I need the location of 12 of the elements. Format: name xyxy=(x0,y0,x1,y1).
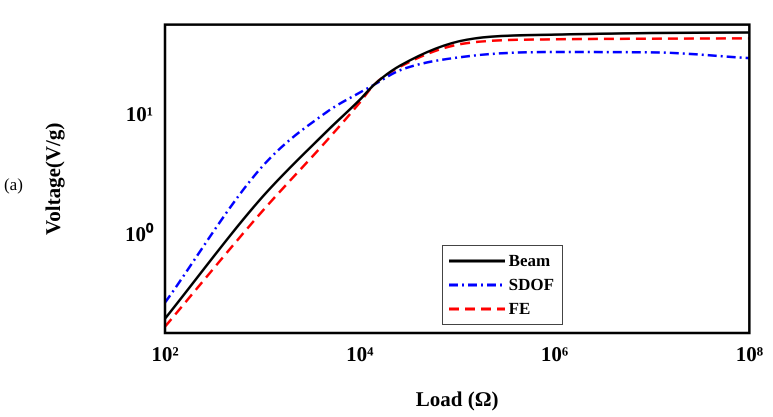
y-axis-title: Voltage(V/g) xyxy=(41,122,66,235)
x-tick-label: 10² xyxy=(151,342,179,366)
x-tick-label: 10⁴ xyxy=(346,342,374,366)
legend-label: FE xyxy=(508,299,530,319)
y-tick-label: 10⁰ xyxy=(125,222,154,246)
x-tick-label: 10⁶ xyxy=(540,342,568,366)
legend-label: SDOF xyxy=(508,275,554,295)
x-axis-title: Load (Ω) xyxy=(416,386,499,411)
text: (a) xyxy=(4,175,23,195)
y-tick-label: 10¹ xyxy=(126,102,153,126)
legend-label: Beam xyxy=(508,251,550,271)
x-tick-label: 10⁸ xyxy=(736,342,763,366)
